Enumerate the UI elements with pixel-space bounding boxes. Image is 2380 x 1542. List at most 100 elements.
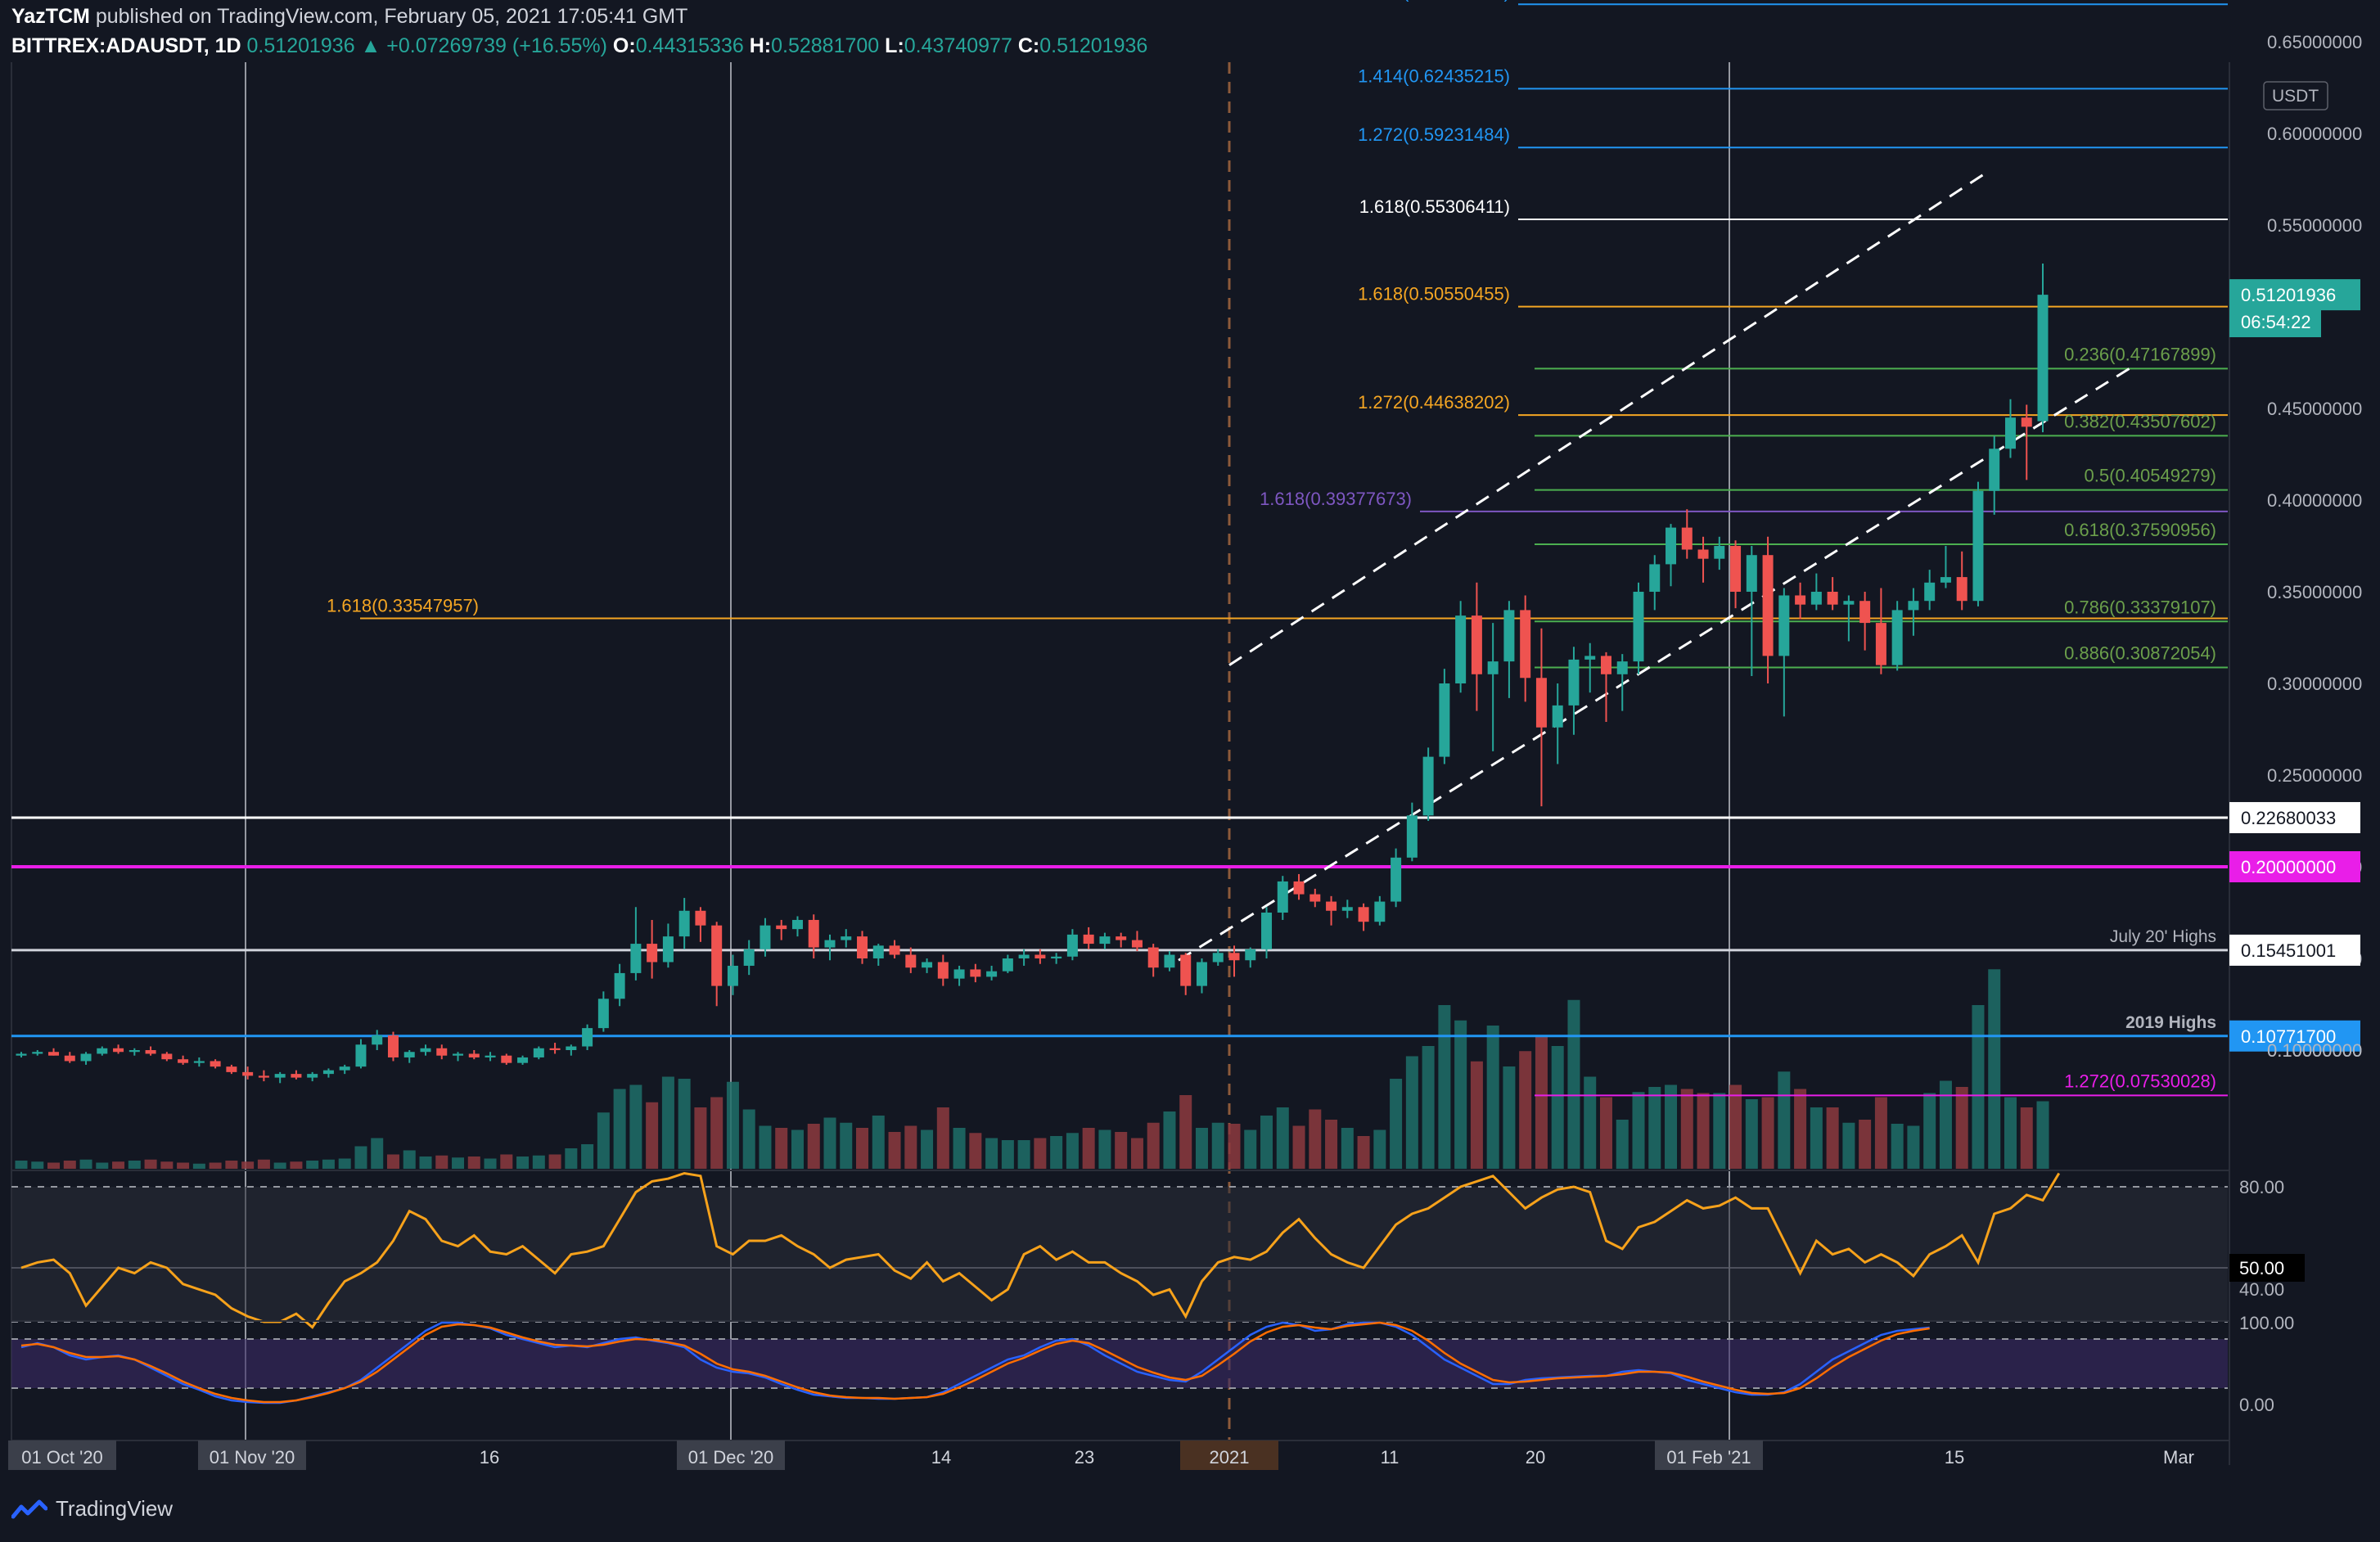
volume-bar [565,1148,578,1169]
volume-bar [241,1161,255,1169]
stoch-tick-label: 0.00 [2239,1395,2274,1415]
price-change: +0.07269739 (+16.55%) [386,34,607,57]
high-value: 0.52881700 [771,34,880,57]
price-pane [11,62,2228,1169]
price-tick-label: 0.10000000 [2267,1040,2362,1061]
volume-bar [694,1107,707,1169]
volume-bar [225,1161,238,1169]
volume-bar [840,1122,853,1169]
candle-body [2021,417,2032,427]
volume-bar [1778,1071,1791,1169]
candle-body [1293,881,1305,895]
volume-bar [532,1155,545,1169]
candle-body [776,925,787,930]
volume-bar [1535,1035,1548,1169]
volume-bar [1470,1061,1483,1169]
up-triangle-icon: ▲ [360,34,381,57]
candle-body [1633,592,1644,662]
volume-bar [1859,1120,1872,1169]
volume-bar [15,1161,28,1169]
volume-bar [1244,1129,1257,1169]
candle-body [1212,953,1224,963]
candle-body [614,972,625,999]
fib-label: 0.236(0.47167899) [2064,344,2216,364]
volume-bar [1503,1066,1516,1169]
volume-bar [613,1089,626,1169]
level-note: 2019 Highs [2125,1013,2216,1032]
candle-body [1228,953,1240,961]
candle-body [872,945,884,958]
candle-body [857,936,868,958]
open-label: O: [612,34,636,57]
fib-label: 1.414(0.62435215) [1358,65,1510,86]
currency-box [2263,81,2328,110]
candle-body [597,999,609,1029]
time-tick-label: 11 [1381,1447,1400,1468]
volume-bar [419,1156,432,1169]
volume-bar [1179,1095,1192,1169]
candle-body [824,940,836,948]
time-tick-label: 01 Feb '21 [1666,1447,1751,1468]
candle-body [193,1061,205,1063]
volume-bar [1034,1138,1047,1169]
candle-body [678,910,690,937]
candle-body [1326,901,1337,911]
candle-body [485,1055,496,1057]
candle-body [1649,564,1661,592]
volume-bar [1988,969,2001,1169]
candle-body [533,1048,544,1057]
volume-bar [209,1162,222,1169]
level-badge-magenta [2229,851,2360,882]
volume-bar [63,1161,76,1169]
candle-body [1568,659,1580,706]
volume-bar [2020,1107,2033,1169]
symbol-label[interactable]: BITTREX:ADAUSDT, 1D [11,34,241,57]
time-tick-label: 15 [1945,1447,1964,1468]
volume-bar [1599,1097,1612,1169]
candle-body [662,936,674,963]
candle-body [760,925,771,949]
candle-body [128,1050,140,1053]
candle-body [403,1052,415,1057]
volume-bar [726,1081,739,1169]
candle-body [1714,546,1725,559]
volume-bar [1082,1128,1095,1169]
publisher-name[interactable]: YazTCM [11,5,90,28]
tradingview-brand[interactable]: TradingView [11,1496,173,1522]
volume-bar [452,1157,465,1169]
candle-body [64,1055,75,1062]
candle-body [1666,527,1677,565]
candle-body [307,1074,318,1078]
time-tick-label: 23 [1075,1447,1094,1468]
high-label: H: [749,34,772,57]
candle-body [1018,954,1030,958]
volume-bar [1309,1109,1322,1169]
level-badge-white-text: 0.22680033 [2241,808,2336,828]
candle-body [1535,678,1547,728]
candle-body [1422,756,1434,816]
volume-bar [1745,1099,1758,1169]
candle-body [1051,956,1062,958]
level-badge-magenta-text: 0.20000000 [2241,857,2336,877]
volume-bar [1260,1116,1273,1169]
volume-bar [1115,1132,1128,1169]
volume-bar [953,1128,966,1169]
candle-body [1795,595,1806,605]
price-tick-label: 0.30000000 [2267,674,2362,694]
volume-bar [1972,1005,1985,1169]
time-tick-box [677,1441,785,1470]
volume-bar [1017,1140,1030,1169]
candle-body [501,1055,512,1063]
volume-bar [1454,1020,1467,1169]
time-tick-box [1180,1441,1278,1470]
candle-body [1778,595,1790,656]
candle-body [953,969,965,979]
candle-body [889,945,900,955]
volume-bar [290,1161,303,1169]
volume-bar [1325,1120,1338,1169]
candle-body [711,925,723,986]
candle-body [1147,947,1159,968]
candle-body [1843,601,1855,605]
volume-bar [1794,1089,1807,1169]
